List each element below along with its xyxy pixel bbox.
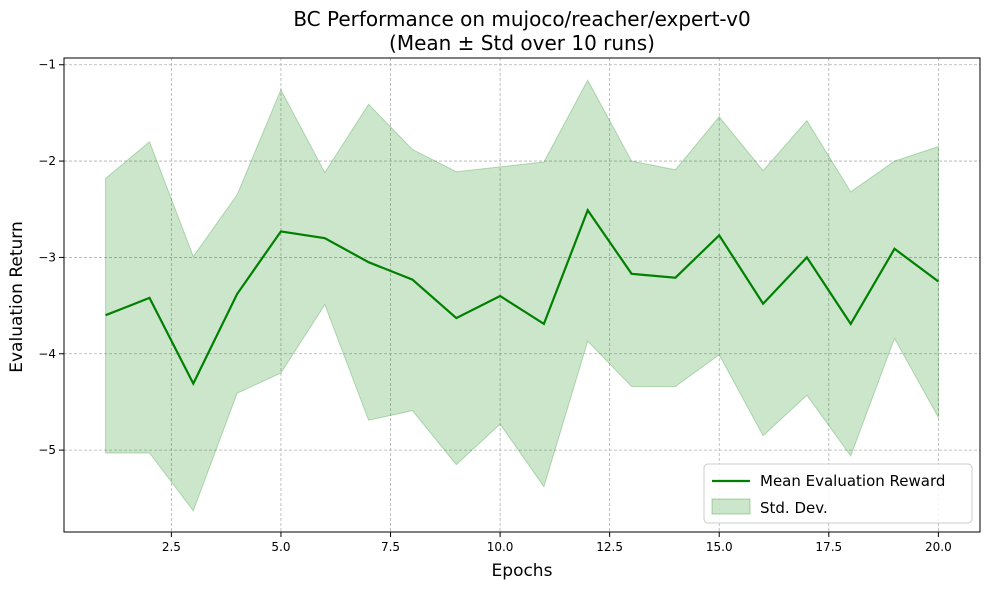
y-tick-label: −4 [38, 347, 56, 361]
x-tick-label: 15.0 [706, 540, 733, 554]
x-tick-label: 5.0 [271, 540, 290, 554]
y-axis-label: Evaluation Return [7, 221, 27, 373]
y-tick-label: −3 [38, 250, 56, 264]
x-tick-label: 12.5 [596, 540, 623, 554]
x-tick-label: 7.5 [381, 540, 400, 554]
axis-ticks: 2.5 5.0 7.5 10.0 12.5 15.0 17.5 20.0 −5 −4 −3 −2 −1 [38, 58, 951, 554]
legend: Mean Evaluation Reward Std. Dev. [703, 463, 973, 524]
mean-reward-line [105, 207, 940, 387]
chart-title: BC Performance on mujoco/reacher/expert-… [293, 7, 750, 31]
plot-frame [63, 57, 981, 533]
y-tick-label: −2 [38, 154, 56, 168]
std-dev-band [105, 79, 939, 512]
legend-band-swatch [711, 498, 751, 515]
y-tick-label: −1 [38, 58, 56, 72]
x-tick-label: 17.5 [815, 540, 842, 554]
legend-box [703, 463, 973, 524]
chart-subtitle: (Mean ± Std over 10 runs) [389, 31, 655, 55]
legend-std-label: Std. Dev. [760, 499, 828, 517]
x-tick-label: 2.5 [162, 540, 181, 554]
x-tick-label: 10.0 [487, 540, 514, 554]
x-tick-label: 20.0 [925, 540, 952, 554]
legend-mean-label: Mean Evaluation Reward [760, 472, 945, 490]
y-tick-label: −5 [38, 443, 56, 457]
x-axis-label: Epochs [492, 561, 553, 581]
